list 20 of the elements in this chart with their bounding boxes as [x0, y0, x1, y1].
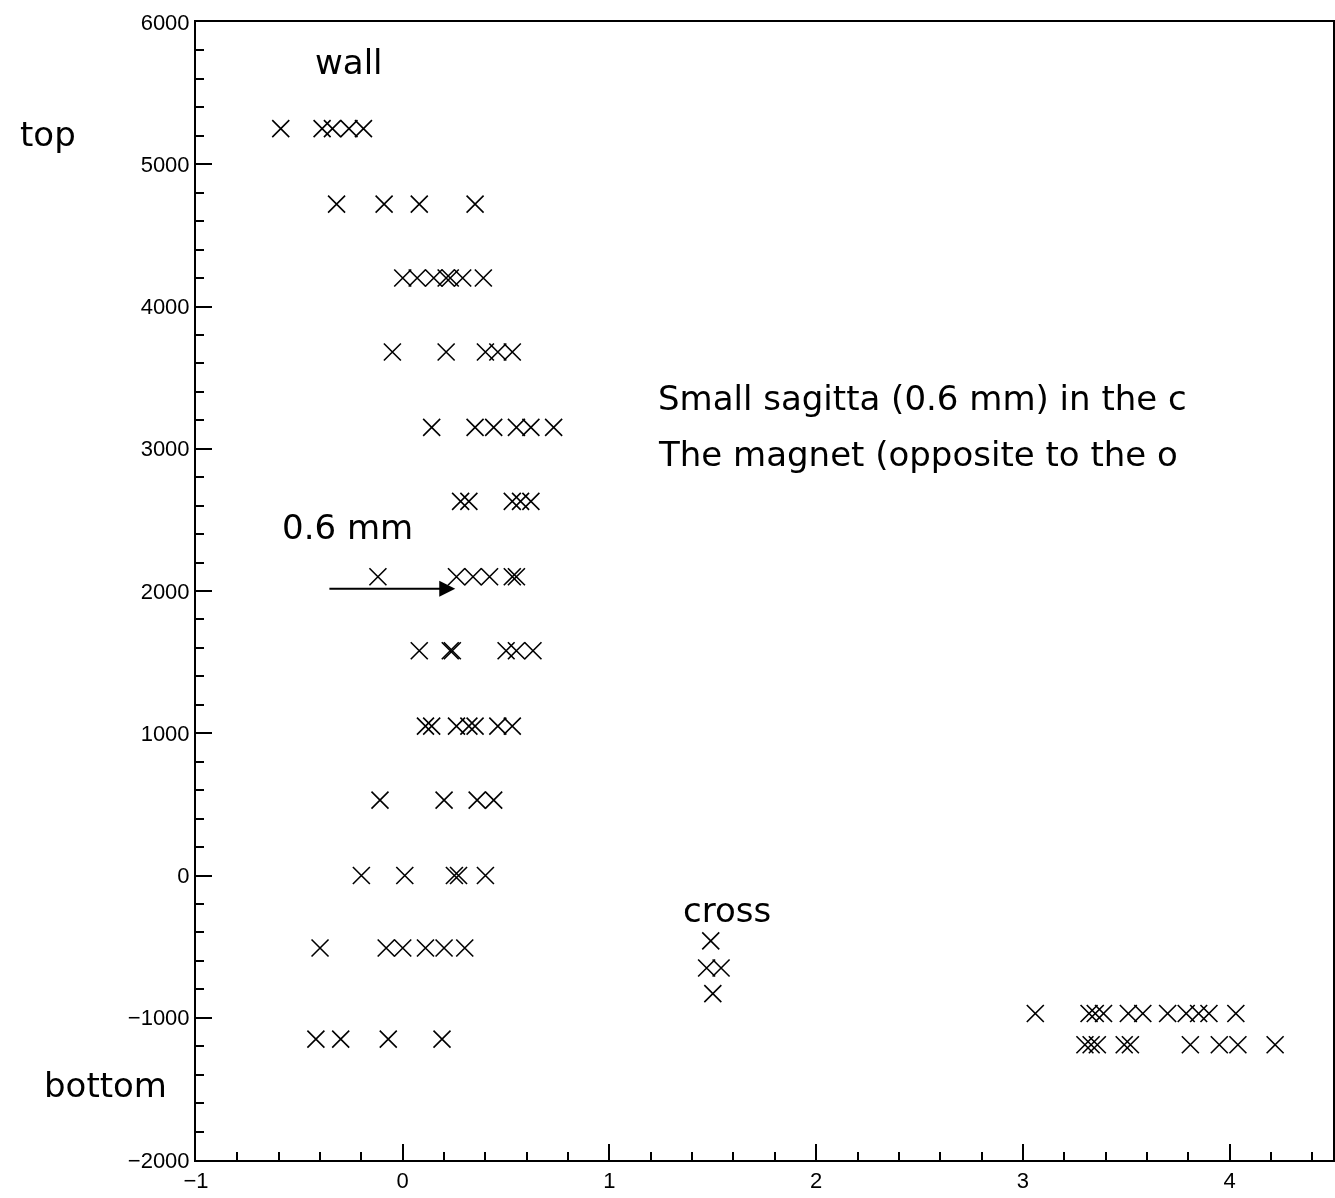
x-tick-label: 1	[603, 1168, 616, 1194]
annotation: The magnet (opposite to the o	[658, 434, 1178, 474]
y-tick-label: 1000	[140, 720, 190, 746]
text: bottom	[44, 1065, 167, 1105]
y-tick-label: 4000	[140, 294, 190, 320]
y-tick-label: 0	[177, 863, 190, 889]
x-tick-label: 3	[1016, 1168, 1030, 1194]
x-tick-label: 2	[810, 1168, 823, 1194]
y-tick-label: 3000	[140, 436, 190, 462]
text: top	[20, 114, 76, 154]
annotation: wall	[315, 42, 383, 82]
y-tick-label: 6000	[140, 9, 190, 35]
annotation: cross	[683, 890, 772, 930]
y-tick-label: 5000	[140, 151, 190, 177]
annotation: 0.6 mm	[282, 507, 414, 547]
x-tick-label: 4	[1223, 1168, 1236, 1194]
x-tick-label: 0	[396, 1168, 409, 1194]
annotation: Small sagitta (0.6 mm) in the c	[658, 378, 1187, 418]
y-tick-label: 2000	[140, 578, 190, 604]
y-tick-label: −1000	[127, 1005, 190, 1031]
